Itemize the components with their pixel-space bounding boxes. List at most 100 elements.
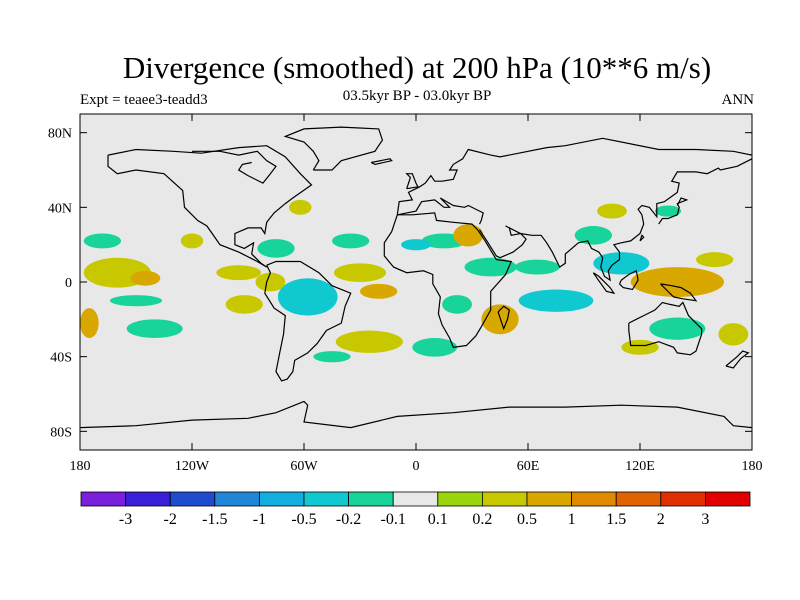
coastline <box>592 272 616 295</box>
colorbar-label: -2 <box>164 511 177 528</box>
coastline <box>397 197 484 225</box>
colorbar-label: 0.5 <box>517 511 537 528</box>
lat-tick-label: 40S <box>50 351 72 366</box>
divergence-region <box>130 270 161 286</box>
map-title: Divergence (smoothed) at 200 hPa (10**6 … <box>122 50 712 85</box>
coastline <box>478 158 752 282</box>
coastline <box>658 197 689 225</box>
divergence-region <box>109 295 163 307</box>
divergence-region <box>83 233 122 249</box>
divergence-region <box>277 278 338 316</box>
lon-tick-label: 60W <box>290 459 318 474</box>
map-subtitle: 03.5kyr BP - 03.0kyr BP <box>342 88 492 104</box>
lon-tick-label: 120W <box>175 459 210 474</box>
coastline <box>660 283 698 302</box>
divergence-region <box>718 323 749 346</box>
divergence-region <box>126 319 183 338</box>
colorbar-swatch <box>526 491 572 507</box>
coastline <box>639 234 645 242</box>
colorbar-label: -1.5 <box>202 511 227 528</box>
colorbar-label: 0.1 <box>428 511 448 528</box>
colorbar-swatch <box>615 491 662 507</box>
divergence-region <box>332 233 370 249</box>
colorbar: -3 -2 -1.5 -1 -0.5 -0.2 -0.1 0.1 0.2 0.5 1 1.5 2 3 <box>80 491 751 528</box>
coastlines <box>80 126 752 429</box>
colorbar-swatch <box>571 491 617 507</box>
colorbar-swatch <box>125 491 171 507</box>
colorbar-label: -3 <box>119 511 132 528</box>
divergence-region <box>360 283 398 299</box>
coastline <box>264 260 352 382</box>
divergence-region <box>313 351 351 363</box>
divergence-region <box>335 330 403 353</box>
divergence-region <box>180 233 204 249</box>
divergence-region <box>518 289 594 312</box>
colorbar-swatch <box>214 491 260 507</box>
coastline <box>192 150 277 184</box>
colorbar-swatch <box>392 491 439 507</box>
lon-tick-label: 120E <box>625 459 655 474</box>
divergence-region <box>621 339 659 355</box>
divergence-region <box>593 252 650 275</box>
divergence-region <box>401 239 431 251</box>
coastline <box>370 158 393 166</box>
colorbar-swatch <box>437 491 483 507</box>
divergence-region <box>630 267 724 297</box>
divergence-region <box>412 338 458 357</box>
colorbar-swatch <box>481 491 528 507</box>
divergence-region <box>597 203 627 219</box>
lon-tick-label: 0 <box>413 459 420 474</box>
divergence-region <box>453 224 484 247</box>
lat-tick-label: 0 <box>65 276 72 291</box>
lon-tick-label: 180 <box>70 459 91 474</box>
coastline <box>725 350 750 369</box>
experiment-label: Expt = teaee3-teadd3 <box>80 92 208 108</box>
divergence-region <box>574 226 612 245</box>
coastline <box>405 173 419 190</box>
divergence-region <box>333 263 387 282</box>
colorbar-label: 2 <box>657 511 665 528</box>
coastline <box>383 212 513 348</box>
season-label: ANN <box>721 92 755 108</box>
divergence-region <box>289 199 312 215</box>
divergence-region <box>255 272 286 292</box>
divergence-region <box>80 308 99 339</box>
colorbar-label: -0.5 <box>291 511 316 528</box>
coastline <box>618 269 639 291</box>
colorbar-swatch <box>660 491 706 507</box>
axis-ticks: 180 120W 60W 0 60E 120E 180 80N 40N 0 40S 80S <box>48 114 763 474</box>
colorbar-label: 0.2 <box>472 511 492 528</box>
colorbar-label: -1 <box>253 511 266 528</box>
colorbar-swatch <box>705 491 751 507</box>
colorbar-label: -0.2 <box>336 511 361 528</box>
divergence-region <box>514 259 560 275</box>
divergence-region <box>442 295 473 314</box>
divergence-region <box>464 257 517 277</box>
colorbar-swatch <box>303 491 349 507</box>
divergence-region <box>696 252 734 268</box>
coastline <box>283 126 384 171</box>
coastline <box>396 137 752 215</box>
colorbar-swatch <box>80 491 126 507</box>
colorbar-swatch <box>348 491 394 507</box>
coastline <box>497 305 510 331</box>
lat-tick-label: 40N <box>48 201 72 216</box>
coastline <box>80 400 752 429</box>
lon-tick-label: 180 <box>742 459 763 474</box>
colorbar-swatch <box>258 491 305 507</box>
colorbar-swatch <box>169 491 216 507</box>
divergence-region <box>225 295 263 314</box>
colorbar-label: 1 <box>568 511 576 528</box>
colorbar-label: 1.5 <box>606 511 626 528</box>
lon-tick-label: 60E <box>517 459 540 474</box>
colorbar-label: -0.1 <box>381 511 406 528</box>
coastline <box>628 301 703 356</box>
colorbar-label: 3 <box>701 511 709 528</box>
lat-tick-label: 80S <box>50 425 72 440</box>
lat-tick-label: 80N <box>48 127 72 142</box>
divergence-region <box>654 205 682 217</box>
divergence-region <box>216 265 262 281</box>
divergence-region <box>257 239 295 258</box>
coastline <box>107 145 313 268</box>
